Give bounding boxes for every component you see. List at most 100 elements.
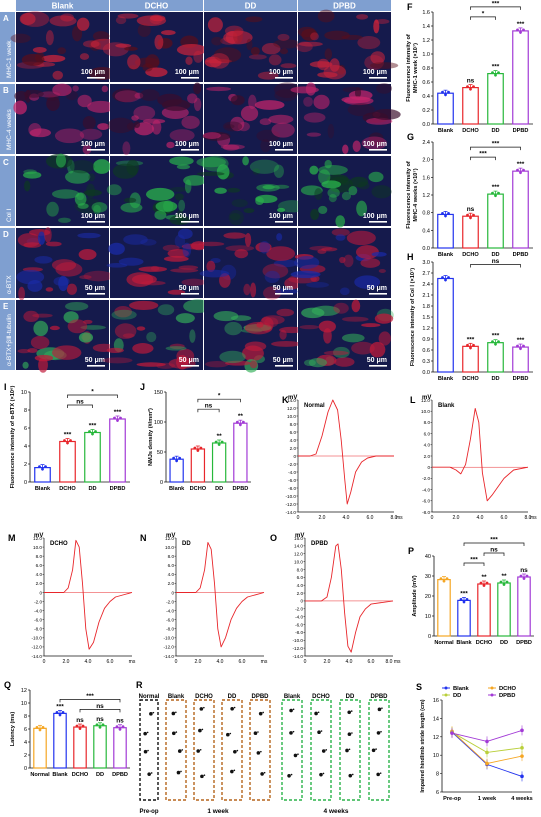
column-header-bg: [298, 0, 391, 11]
footprint-toe: [201, 728, 204, 731]
data-point: [516, 28, 519, 32]
data-point: [44, 465, 47, 468]
x-tick-label: 6.0: [107, 659, 114, 665]
footprint-toe: [351, 732, 353, 734]
stain-blob: [306, 132, 322, 137]
stain-blob: [196, 171, 225, 176]
y-tick-label: -12.0: [286, 502, 297, 507]
panel-letter: J: [140, 382, 145, 392]
stain-blob: [331, 228, 350, 237]
y-tick-label: 6.0: [290, 430, 297, 435]
y-tick-label: 10.0: [165, 545, 174, 550]
stain-blob: [91, 202, 108, 213]
scale-bar: [87, 77, 105, 79]
stain-blob: [348, 186, 358, 196]
bar-dd: [497, 582, 511, 637]
comparison-bracket: [59, 699, 121, 703]
footprint-mark: [348, 773, 353, 778]
column-header-bg: [110, 0, 203, 11]
panel-letter: M: [8, 533, 16, 543]
scale-bar-label: 100 μm: [269, 213, 293, 220]
stain-blob: [23, 89, 44, 98]
bar-dcho: [190, 448, 206, 483]
panel-letter: H: [407, 252, 414, 262]
y-tick-label: 4.0: [168, 572, 175, 577]
y-tick-label: 8: [24, 714, 27, 720]
y-tick-label: 8.0: [36, 554, 43, 559]
data-point: [522, 28, 525, 32]
data-point: [81, 724, 85, 728]
stain-blob: [203, 132, 221, 139]
stain-blob: [112, 88, 139, 103]
footprint-mark: [345, 748, 349, 753]
stain-blob: [115, 16, 127, 25]
stain-blob: [277, 33, 290, 41]
y-tick-label: 6.0: [36, 563, 43, 568]
data-point: [439, 577, 443, 580]
x-tick-label: 4.0: [343, 515, 350, 521]
stain-blob: [323, 350, 349, 356]
stain-blob: [162, 244, 180, 252]
stain-blob: [369, 62, 399, 69]
bar-chart-p: P 0 10 20 30 40 Amplitude (mV) Normal Blank *** DC…: [408, 537, 534, 646]
stain-blob: [244, 321, 273, 335]
data-point: [115, 725, 119, 729]
y-tick-label: 12.0: [294, 552, 303, 557]
x-tick-label: 4.0: [346, 659, 353, 665]
y-tick-label: 4.0: [290, 438, 297, 443]
stain-blob: [169, 186, 189, 192]
stain-blob: [137, 23, 151, 38]
x-tick-label: 4.0: [477, 515, 484, 521]
y-tick-label: 2.0: [422, 158, 430, 164]
footprint-toe: [203, 706, 205, 709]
y-tick-label: 2.0: [290, 446, 297, 451]
stain-blob: [67, 319, 88, 334]
data-point: [238, 423, 242, 427]
stain-blob: [309, 61, 333, 68]
data-point: [469, 87, 472, 91]
bar-dd: [84, 431, 101, 483]
y-tick-label: -8.0: [422, 510, 430, 515]
stain-blob: [46, 201, 59, 217]
stain-blob: [88, 66, 116, 80]
data-point: [445, 577, 449, 580]
stain-blob: [341, 333, 365, 343]
panel-letter: S: [416, 682, 422, 692]
stain-blob: [271, 341, 302, 347]
stain-blob: [49, 325, 60, 331]
bar-dd: [211, 442, 227, 483]
stain-blob: [368, 132, 384, 146]
data-point: [491, 340, 494, 344]
footprint-toe: [229, 732, 232, 735]
significance-mark: ***: [517, 337, 525, 344]
significance-mark: **: [217, 433, 223, 440]
data-point: [69, 439, 72, 442]
stain-blob: [276, 233, 283, 241]
x-tick-label: DPBD: [110, 486, 126, 492]
scale-bar-label: 100 μm: [269, 141, 293, 148]
stain-blob: [37, 231, 46, 245]
row-letter: B: [3, 86, 9, 95]
scale-bar: [275, 149, 293, 151]
scale-bar-label: 50 μm: [367, 285, 387, 292]
y-tick-label: -12.0: [32, 645, 43, 650]
y-tick-label: 2.0: [168, 581, 175, 586]
data-point: [462, 600, 466, 604]
stain-blob: [187, 93, 198, 104]
stain-blob: [298, 41, 323, 47]
data-point: [116, 419, 119, 422]
panel-letter: L: [410, 395, 416, 405]
footprint-toe: [257, 731, 259, 733]
column-header-bg: [204, 0, 297, 11]
trace-line: [44, 539, 133, 650]
bar-dcho: [59, 440, 76, 483]
scale-bar: [369, 221, 387, 223]
y-tick-label: 1.6: [422, 10, 430, 16]
column-header-blank: Blank: [52, 2, 74, 11]
stain-blob: [374, 313, 394, 324]
legend-marker: [490, 693, 494, 697]
scale-bar: [369, 149, 387, 151]
stain-blob: [323, 64, 347, 80]
stain-blob: [341, 191, 352, 201]
y-tick-label: 0.0: [422, 370, 430, 376]
